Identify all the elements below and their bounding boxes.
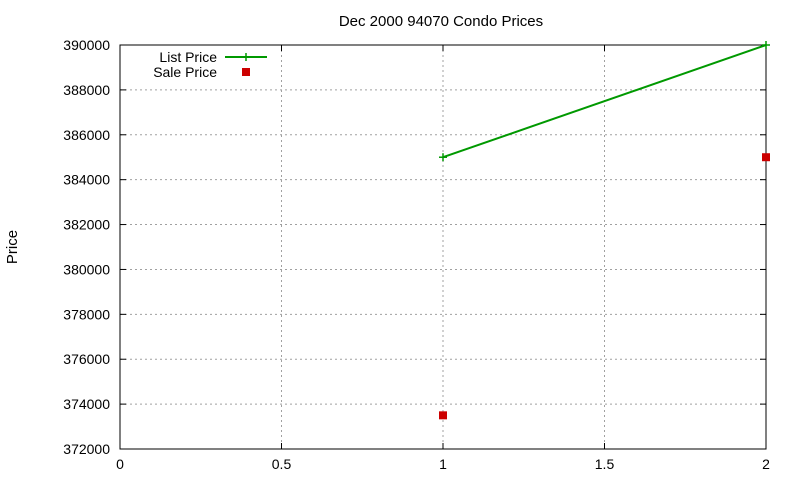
- y-tick-label: 388000: [63, 82, 110, 98]
- x-tick-label: 1: [439, 456, 447, 472]
- y-tick-label: 372000: [63, 441, 110, 457]
- x-tick-label: 0.5: [272, 456, 292, 472]
- plot-series: [439, 41, 770, 420]
- series-sale-price: [439, 153, 770, 420]
- y-tick-label: 378000: [63, 306, 110, 322]
- series-list-price-point: [762, 41, 770, 49]
- legend-list-price: List Price: [159, 49, 267, 65]
- legend-sale-price: Sale Price: [153, 64, 250, 80]
- legend-sale-price-label: Sale Price: [153, 64, 217, 80]
- legend-list-price-label: List Price: [159, 49, 217, 65]
- series-list-price-point: [439, 153, 447, 162]
- series-sale-price-point: [762, 153, 770, 162]
- axis-ticks: 0 0.5 1 1.5 2 372000 374000 376000 378000 380000 3…: [63, 37, 770, 472]
- y-tick-label: 390000: [63, 37, 110, 53]
- series-sale-price-point: [439, 411, 447, 420]
- x-tick-label: 1.5: [595, 456, 615, 472]
- chart-title: Dec 2000 94070 Condo Prices: [339, 13, 543, 30]
- y-tick-label: 376000: [63, 351, 110, 367]
- y-tick-label: 374000: [63, 396, 110, 412]
- y-tick-label: 382000: [63, 217, 110, 233]
- y-tick-label: 386000: [63, 127, 110, 143]
- legend-sale-price-swatch-marker: [242, 68, 250, 76]
- series-list-price-line: [442, 44, 767, 159]
- grid: [120, 45, 766, 449]
- x-tick-label: 0: [116, 456, 124, 472]
- y-tick-label: 380000: [63, 261, 110, 277]
- y-axis-label: Price: [4, 230, 21, 264]
- x-tick-label: 2: [762, 456, 770, 472]
- series-list-price: [439, 41, 770, 162]
- y-tick-label: 384000: [63, 172, 110, 188]
- legend-list-price-swatch-marker: [242, 53, 250, 61]
